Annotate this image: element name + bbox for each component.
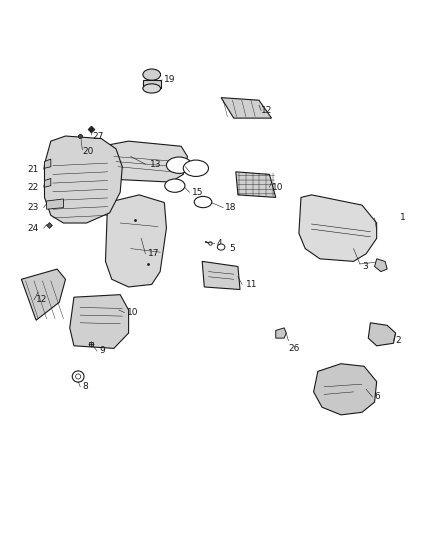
Text: 6: 6 bbox=[374, 392, 380, 401]
Polygon shape bbox=[106, 195, 166, 287]
Text: 3: 3 bbox=[362, 262, 368, 271]
Text: 1: 1 bbox=[400, 213, 406, 222]
Text: 10: 10 bbox=[127, 308, 138, 317]
Polygon shape bbox=[368, 323, 396, 346]
Polygon shape bbox=[45, 179, 51, 187]
Polygon shape bbox=[46, 199, 64, 209]
Polygon shape bbox=[236, 172, 276, 197]
Text: 19: 19 bbox=[164, 75, 176, 84]
Ellipse shape bbox=[143, 84, 161, 93]
Text: 16: 16 bbox=[192, 167, 203, 176]
Text: 13: 13 bbox=[150, 160, 161, 168]
Text: 15: 15 bbox=[192, 188, 203, 197]
Polygon shape bbox=[101, 141, 187, 182]
Text: 23: 23 bbox=[28, 203, 39, 212]
Text: 20: 20 bbox=[82, 147, 94, 156]
Text: 12: 12 bbox=[36, 295, 47, 304]
Ellipse shape bbox=[76, 374, 81, 379]
Text: 26: 26 bbox=[288, 344, 300, 353]
Text: 27: 27 bbox=[93, 132, 104, 141]
Text: 10: 10 bbox=[272, 183, 283, 192]
Ellipse shape bbox=[165, 179, 185, 192]
Polygon shape bbox=[374, 259, 387, 272]
Polygon shape bbox=[143, 80, 161, 88]
Ellipse shape bbox=[183, 160, 208, 176]
Polygon shape bbox=[276, 328, 286, 338]
Text: 12: 12 bbox=[261, 106, 272, 115]
Text: 4: 4 bbox=[217, 239, 223, 248]
Text: 2: 2 bbox=[396, 336, 401, 345]
Text: 8: 8 bbox=[82, 382, 88, 391]
Ellipse shape bbox=[166, 157, 192, 173]
Text: 24: 24 bbox=[28, 224, 39, 232]
Text: 17: 17 bbox=[148, 249, 159, 258]
Polygon shape bbox=[299, 195, 377, 261]
Polygon shape bbox=[202, 261, 240, 289]
Ellipse shape bbox=[194, 196, 212, 208]
Ellipse shape bbox=[217, 244, 225, 250]
Polygon shape bbox=[221, 98, 272, 118]
Text: 18: 18 bbox=[225, 203, 237, 212]
Polygon shape bbox=[45, 136, 122, 223]
Polygon shape bbox=[314, 364, 377, 415]
Ellipse shape bbox=[143, 69, 161, 80]
Text: 9: 9 bbox=[99, 346, 105, 356]
Polygon shape bbox=[70, 295, 129, 349]
Text: 21: 21 bbox=[28, 165, 39, 174]
Text: 22: 22 bbox=[28, 183, 39, 192]
Ellipse shape bbox=[72, 371, 84, 382]
Text: 5: 5 bbox=[230, 244, 235, 253]
Polygon shape bbox=[45, 159, 51, 168]
Text: 11: 11 bbox=[246, 280, 258, 289]
Polygon shape bbox=[21, 269, 66, 320]
